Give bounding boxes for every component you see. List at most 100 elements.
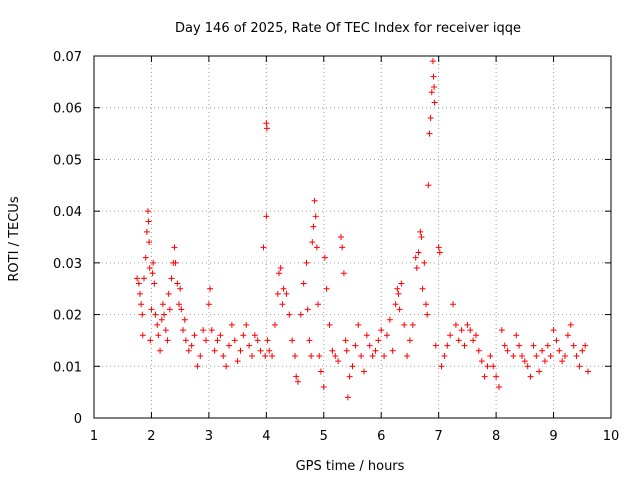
data-point [484,363,491,370]
x-tick-label: 2 [147,429,155,444]
data-point [461,342,468,349]
data-point [143,228,150,235]
data-point [386,316,393,323]
data-point [182,337,189,344]
data-point [431,84,438,91]
data-point [521,358,528,365]
data-point [317,368,324,375]
data-point [475,347,482,354]
data-point [176,301,183,308]
data-point [452,321,459,328]
data-point [292,352,299,359]
data-point [423,301,430,308]
data-point [228,321,235,328]
data-point [326,321,333,328]
data-point [263,125,270,132]
x-tick-label: 9 [549,429,557,444]
chart-title: Day 146 of 2025, Rate Of TEC Index for r… [175,21,521,36]
data-point [378,327,385,334]
data-point [349,363,356,370]
y-tick-label: 0.02 [53,309,82,324]
data-point [275,270,282,277]
data-point [455,337,462,344]
data-point [145,218,152,225]
data-point [316,352,323,359]
data-point [432,342,439,349]
data-point [582,342,589,349]
x-tick-label: 4 [262,429,270,444]
x-tick-label: 7 [435,429,443,444]
data-point [369,352,376,359]
data-point [418,234,425,240]
data-point [424,311,431,318]
data-point [426,130,433,137]
data-point [321,254,328,261]
data-point [533,352,540,359]
data-point [144,208,151,215]
data-point [415,249,422,256]
data-point [217,332,224,339]
data-point [450,301,457,308]
data-point [140,275,147,282]
data-point [547,352,554,359]
data-point [576,363,583,370]
data-point [159,301,166,308]
data-point [527,373,534,380]
data-point [205,301,212,308]
data-point [447,332,454,339]
data-point [158,316,165,323]
data-point [375,337,382,344]
data-point [161,311,168,318]
data-point [352,342,359,349]
data-point [174,280,181,287]
data-point [510,352,517,359]
data-point [197,352,204,359]
data-point [139,332,146,339]
x-axis-ticks: 1 2 3 4 5 6 7 8 9 10 [90,56,619,444]
plot-frame [93,55,612,419]
data-point [419,285,426,292]
data-point [283,290,290,297]
data-point [154,321,161,328]
data-point [490,363,497,370]
x-tick-label: 8 [492,429,500,444]
data-point [185,347,192,354]
data-point [165,290,172,297]
data-point [550,327,557,334]
data-point [524,363,531,370]
data-point [146,265,153,272]
data-point [164,337,171,344]
data-point [194,363,201,370]
data-points [134,58,592,401]
data-point [310,223,317,230]
data-point [264,337,271,344]
data-point [436,249,443,256]
y-tick-label: 0.07 [53,50,82,65]
data-point [428,89,435,96]
data-point [172,259,179,266]
data-point [168,275,175,282]
data-point [389,347,396,354]
data-point [417,228,424,235]
data-point [266,347,273,354]
data-point [203,337,210,344]
data-point [567,321,574,328]
data-point [289,337,296,344]
data-point [300,280,307,287]
y-tick-label: 0.01 [53,360,82,375]
data-point [394,285,401,292]
data-point [225,342,232,349]
data-point [562,352,569,359]
data-point [478,358,485,365]
data-point [188,342,195,349]
data-point [544,342,551,349]
data-point [312,213,319,220]
data-point [155,332,162,339]
data-point [401,321,408,328]
data-point [231,337,238,344]
data-point [220,352,227,359]
data-point [223,363,230,370]
data-point [254,337,261,344]
data-point [585,368,592,375]
data-point [142,254,149,261]
